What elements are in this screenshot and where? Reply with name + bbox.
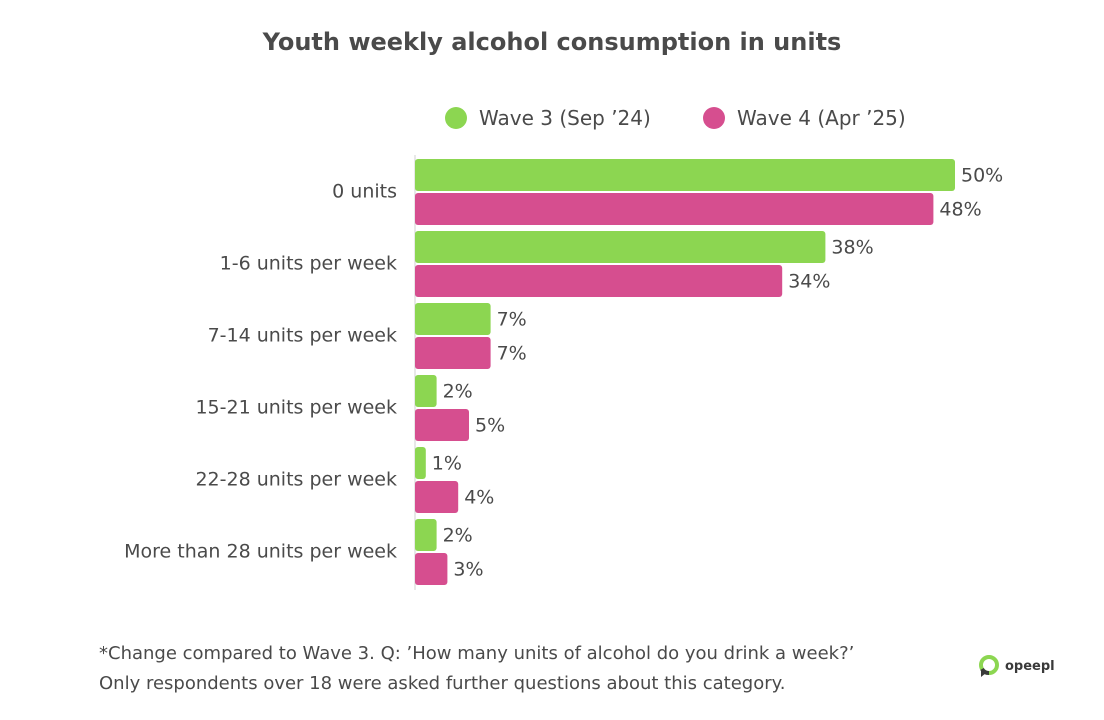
opeepl-logo-icon — [979, 655, 999, 677]
category-label: 1-6 units per week — [220, 253, 397, 275]
bar-wave-3 — [415, 519, 437, 551]
bar-wave-4 — [415, 481, 459, 513]
legend-label-wave-3: Wave 3 (Sep ’24) — [479, 106, 651, 130]
bar-wave-3 — [415, 375, 437, 407]
data-label: 7% — [497, 343, 527, 365]
legend-swatch-wave-3 — [445, 107, 467, 129]
data-label: 2% — [443, 525, 473, 547]
brand-logo: opeepl — [978, 654, 1055, 678]
category-label: 0 units — [332, 181, 397, 203]
bar-wave-3 — [415, 159, 955, 191]
data-label: 34% — [788, 271, 830, 293]
legend-label-wave-4: Wave 4 (Apr ’25) — [737, 106, 906, 130]
brand-name: opeepl — [1005, 658, 1055, 674]
data-label: 1% — [432, 453, 462, 475]
data-label: 50% — [961, 165, 1003, 187]
bar-wave-4 — [415, 193, 934, 225]
category-label: More than 28 units per week — [124, 541, 397, 563]
data-label: 38% — [831, 237, 873, 259]
data-label: 5% — [475, 415, 505, 437]
bar-wave-3 — [415, 303, 491, 335]
chart-title: Youth weekly alcohol consumption in unit… — [262, 28, 842, 56]
footnote-line-2: Only respondents over 18 were asked furt… — [99, 673, 786, 694]
data-label: 48% — [939, 199, 981, 221]
category-label: 7-14 units per week — [208, 325, 397, 347]
bar-wave-4 — [415, 265, 783, 297]
bar-wave-3 — [415, 447, 426, 479]
legend-item-wave-3: Wave 3 (Sep ’24) — [445, 104, 651, 132]
bar-wave-4 — [415, 409, 469, 441]
data-label: 3% — [453, 559, 483, 581]
footnote-line-1: *Change compared to Wave 3. Q: ’How many… — [99, 643, 855, 664]
data-label: 4% — [464, 487, 494, 509]
bar-wave-3 — [415, 231, 826, 263]
bar-wave-4 — [415, 337, 491, 369]
bar-wave-4 — [415, 553, 448, 585]
category-label: 15-21 units per week — [195, 397, 397, 419]
data-label: 2% — [443, 381, 473, 403]
legend-swatch-wave-4 — [703, 107, 725, 129]
data-label: 7% — [497, 309, 527, 331]
legend-item-wave-4: Wave 4 (Apr ’25) — [703, 104, 906, 132]
category-label: 22-28 units per week — [195, 469, 397, 491]
